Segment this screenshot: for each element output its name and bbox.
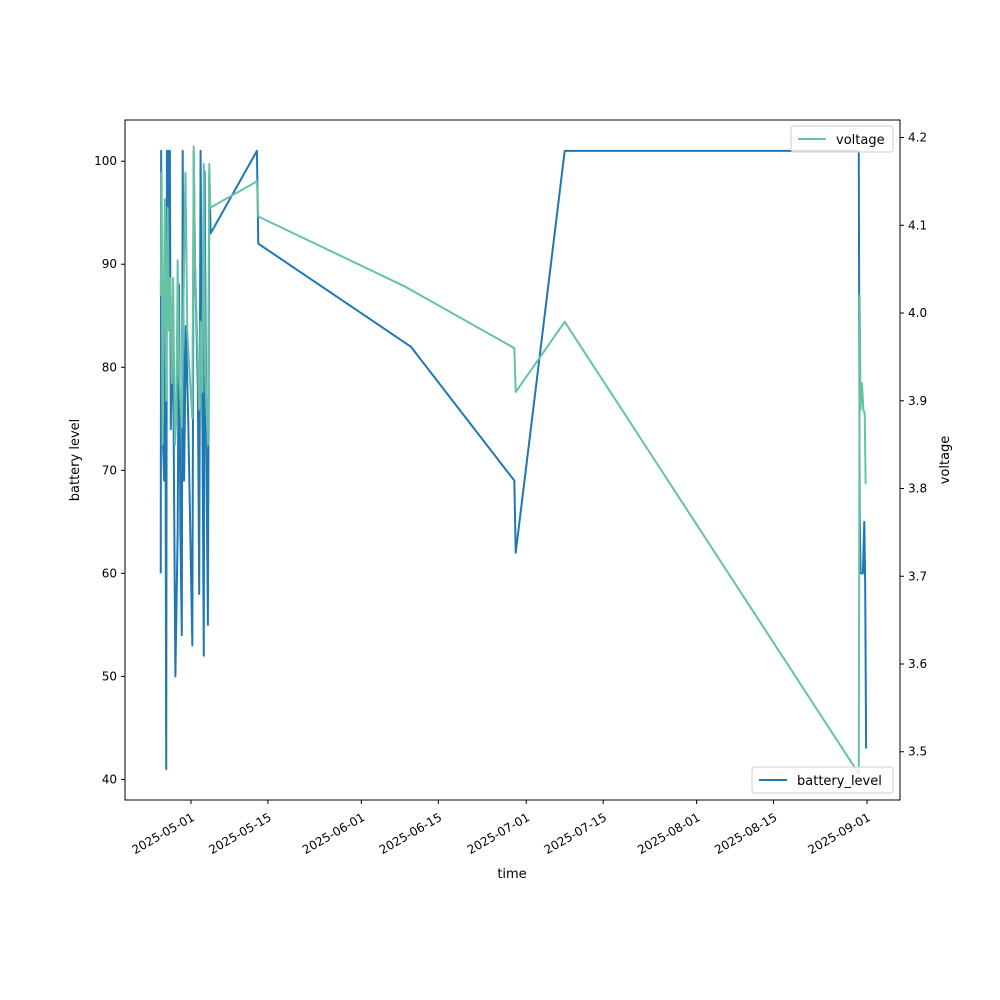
y-axis-right-label: voltage xyxy=(938,436,953,485)
y-left-tick-label: 70 xyxy=(102,463,117,477)
y-axis-left-label: battery level xyxy=(68,419,83,502)
y-left-tick-label: 50 xyxy=(102,669,117,683)
y-left-tick-label: 80 xyxy=(102,360,117,374)
legend-voltage-label: voltage xyxy=(836,133,885,148)
legend-battery-level-label: battery_level xyxy=(797,774,882,789)
legend-voltage: voltage xyxy=(790,125,894,153)
y-left-tick-label: 90 xyxy=(102,257,117,271)
y-right-tick-label: 4.2 xyxy=(908,131,927,145)
y-right-tick-label: 3.7 xyxy=(908,569,927,583)
legend-battery-level: battery_level xyxy=(751,766,894,794)
y-right-tick-label: 3.9 xyxy=(908,394,927,408)
legend-battery-level-box xyxy=(751,766,894,794)
y-axis-left: 40 50 60 70 80 90 100 xyxy=(94,154,125,786)
y-axis-right: 3.5 3.6 3.7 3.8 3.9 4.0 4.1 4.2 xyxy=(900,131,927,759)
y-left-tick-label: 100 xyxy=(94,154,117,168)
series-layer xyxy=(159,145,868,775)
y-right-tick-label: 4.0 xyxy=(908,306,927,320)
y-right-tick-label: 3.5 xyxy=(908,745,927,759)
plot-frame xyxy=(124,119,901,801)
y-right-tick-label: 4.1 xyxy=(908,218,927,232)
y-right-tick-label: 3.8 xyxy=(908,482,927,496)
y-right-tick-label: 3.6 xyxy=(908,657,927,671)
y-left-tick-label: 60 xyxy=(102,566,117,580)
legend-voltage-box xyxy=(790,125,894,153)
y-left-tick-label: 40 xyxy=(102,772,117,786)
x-axis-label: time xyxy=(497,867,526,882)
